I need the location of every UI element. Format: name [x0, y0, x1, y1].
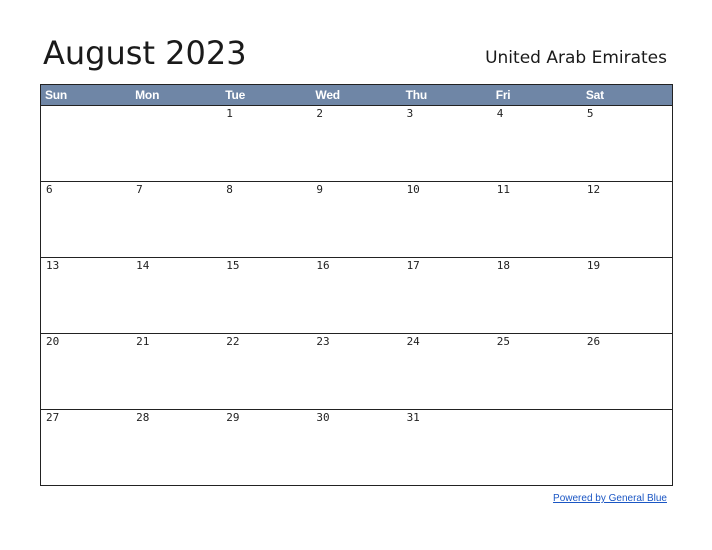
day-cell: 22 — [226, 335, 240, 348]
day-cell: 16 — [316, 259, 330, 272]
day-cell: 24 — [406, 335, 420, 348]
day-cell: 1 — [226, 107, 233, 120]
weekday-header: Sun Mon Tue Wed Thu Fri Sat — [41, 85, 672, 106]
powered-by-link[interactable]: Powered by General Blue — [553, 493, 667, 504]
day-cell: 10 — [406, 183, 420, 196]
day-cell: 20 — [46, 335, 60, 348]
day-cell: 5 — [586, 107, 594, 120]
day-cell: 7 — [136, 183, 143, 196]
weekday-sun: Sun — [45, 88, 68, 102]
day-cell: 25 — [496, 335, 510, 348]
week-row-3: 13 14 15 16 17 18 19 — [41, 258, 672, 334]
day-cell — [582, 410, 672, 485]
day-cell: 19 — [586, 259, 601, 272]
day-cell: 2 — [316, 107, 324, 120]
day-cell: 12 — [586, 183, 601, 196]
day-cell: 4 — [496, 107, 504, 120]
country-label: United Arab Emirates — [485, 48, 667, 68]
weekday-thu: Thu — [405, 88, 428, 102]
day-cell: 11 — [496, 183, 510, 196]
weekday-tue: Tue — [225, 88, 246, 102]
weekday-wed: Wed — [315, 88, 340, 102]
day-cell: 3 — [406, 107, 414, 120]
day-cell: 26 — [586, 335, 601, 348]
day-cell: 31 — [406, 411, 420, 424]
day-cell: 14 — [136, 259, 150, 272]
day-cell: 27 — [46, 411, 60, 424]
week-row-4: 20 21 22 23 24 25 26 — [41, 334, 672, 410]
week-row-1: 1 2 3 4 5 — [41, 106, 672, 182]
day-cell — [492, 410, 582, 485]
day-cell: 17 — [406, 259, 420, 272]
day-cell: 30 — [316, 411, 330, 424]
calendar-title: August 2023 — [43, 34, 247, 72]
weekday-sat: Sat — [585, 88, 604, 102]
day-cell: 8 — [226, 183, 233, 196]
day-cell: 6 — [46, 183, 53, 196]
day-cell: 23 — [316, 335, 330, 348]
day-cell: 9 — [316, 183, 324, 196]
calendar-grid: Sun Mon Tue Wed Thu Fri Sat 1 2 3 4 5 6 … — [40, 84, 673, 486]
day-cell — [41, 106, 131, 181]
weekday-fri: Fri — [495, 88, 511, 102]
weekday-mon: Mon — [135, 88, 160, 102]
day-cell: 29 — [226, 411, 240, 424]
week-row-2: 6 7 8 9 10 11 12 — [41, 182, 672, 258]
week-row-5: 27 28 29 30 31 — [41, 410, 672, 485]
day-cell: 28 — [136, 411, 150, 424]
day-cell: 15 — [226, 259, 240, 272]
day-cell: 13 — [46, 259, 60, 272]
day-cell — [131, 106, 221, 181]
day-cell: 21 — [136, 335, 150, 348]
day-cell: 18 — [496, 259, 510, 272]
